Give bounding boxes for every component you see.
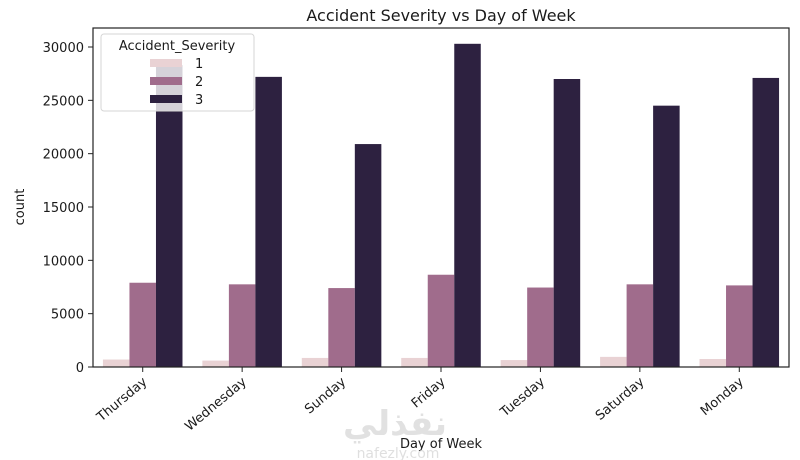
bar-thursday-severity-2	[129, 282, 156, 367]
bar-tuesday-severity-2	[527, 287, 554, 367]
y-tick-label: 30000	[43, 41, 84, 56]
bar-wednesday-severity-2	[228, 284, 256, 367]
plot-frame	[92, 27, 790, 368]
bar-friday-severity-1	[401, 357, 428, 367]
y-axis: 0 5000 10000 15000 20000 25000 30000	[43, 41, 93, 376]
y-tick-label: 10000	[43, 254, 84, 269]
bar-monday-severity-1	[699, 359, 727, 367]
legend-swatch-2	[150, 77, 182, 85]
bars-group	[102, 43, 780, 368]
x-tick-label-wednesday: Wednesday	[182, 374, 250, 434]
bar-saturday-severity-3	[653, 105, 680, 368]
bar-monday-severity-2	[726, 285, 753, 367]
legend-title: Accident_Severity	[119, 39, 236, 54]
bar-thursday-severity-1	[102, 359, 130, 367]
bar-sunday-severity-1	[301, 357, 329, 367]
legend-swatch-1	[150, 59, 182, 67]
y-tick-label: 15000	[43, 201, 84, 216]
y-axis-label: count	[13, 189, 28, 226]
bar-friday-severity-3	[454, 43, 481, 368]
bar-wednesday-severity-3	[255, 76, 282, 367]
chart-title: Accident Severity vs Day of Week	[306, 6, 576, 25]
bar-sunday-severity-3	[354, 144, 382, 367]
bar-saturday-severity-1	[600, 356, 627, 367]
y-tick-label: 0	[76, 361, 84, 376]
y-tick-label: 25000	[43, 94, 84, 109]
bar-thursday-severity-3	[155, 65, 183, 367]
legend-swatch-3	[150, 95, 182, 103]
bar-tuesday-severity-1	[500, 360, 528, 367]
bar-tuesday-severity-3	[553, 79, 581, 367]
legend-label-3: 3	[195, 93, 203, 108]
watermark-arabic: نفذلي	[343, 404, 447, 444]
legend: Accident_Severity 1 2 3	[100, 33, 255, 112]
legend-label-1: 1	[195, 57, 203, 72]
watermark-latin: nafezly.com	[357, 446, 440, 460]
x-tick-label-saturday: Saturday	[593, 374, 648, 423]
bar-wednesday-severity-1	[202, 360, 229, 367]
legend-label-2: 2	[195, 75, 203, 90]
bar-monday-severity-3	[752, 77, 780, 367]
x-tick-label-thursday: Thursday	[94, 374, 151, 425]
x-tick-label-tuesday: Tuesday	[497, 374, 548, 420]
x-axis-label: Day of Week	[400, 437, 483, 452]
bar-saturday-severity-2	[626, 284, 654, 367]
y-tick-label: 5000	[51, 308, 84, 323]
x-tick-label-monday: Monday	[698, 374, 747, 419]
y-tick-label: 20000	[43, 148, 84, 163]
legend-box	[100, 33, 255, 112]
watermark: نفذلي nafezly.com	[343, 404, 447, 460]
bar-friday-severity-2	[427, 274, 455, 367]
bar-sunday-severity-2	[328, 288, 355, 367]
